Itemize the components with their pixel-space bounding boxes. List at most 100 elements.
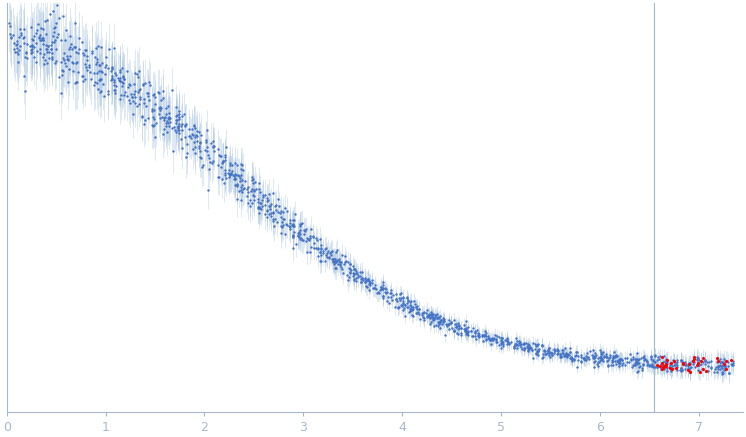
Point	[361, 277, 373, 284]
Point	[386, 296, 398, 303]
Point	[64, 52, 76, 59]
Point	[597, 348, 609, 355]
Point	[676, 366, 688, 373]
Point	[404, 298, 416, 305]
Point	[54, 37, 66, 44]
Point	[195, 155, 207, 162]
Point	[348, 265, 360, 272]
Point	[79, 46, 91, 53]
Point	[564, 354, 576, 361]
Point	[246, 200, 258, 207]
Point	[261, 213, 273, 220]
Point	[112, 75, 124, 82]
Point	[660, 360, 672, 367]
Point	[91, 55, 103, 62]
Point	[578, 355, 590, 362]
Point	[381, 289, 393, 296]
Point	[70, 49, 82, 56]
Point	[559, 345, 571, 352]
Point	[217, 158, 229, 165]
Point	[503, 341, 515, 348]
Point	[466, 325, 478, 332]
Point	[418, 317, 430, 324]
Point	[362, 275, 374, 282]
Point	[651, 362, 663, 369]
Point	[482, 334, 494, 341]
Point	[510, 340, 521, 347]
Point	[698, 358, 709, 365]
Point	[267, 189, 279, 196]
Point	[536, 353, 548, 360]
Point	[490, 337, 502, 344]
Point	[295, 234, 307, 241]
Point	[719, 361, 731, 368]
Point	[664, 361, 676, 368]
Point	[255, 206, 267, 213]
Point	[357, 277, 369, 284]
Point	[684, 365, 696, 372]
Point	[71, 79, 83, 86]
Point	[171, 112, 183, 119]
Point	[484, 336, 496, 343]
Point	[641, 358, 653, 365]
Point	[536, 341, 548, 348]
Point	[675, 357, 687, 364]
Point	[307, 244, 319, 251]
Point	[13, 47, 25, 54]
Point	[692, 361, 703, 368]
Point	[725, 361, 737, 368]
Point	[495, 340, 507, 347]
Point	[468, 329, 480, 336]
Point	[425, 318, 437, 325]
Point	[294, 222, 306, 229]
Point	[19, 87, 31, 94]
Point	[181, 141, 193, 148]
Point	[395, 302, 407, 309]
Point	[20, 49, 32, 56]
Point	[605, 361, 617, 368]
Point	[146, 107, 158, 114]
Point	[277, 222, 289, 229]
Point	[560, 350, 572, 357]
Point	[32, 21, 44, 28]
Point	[401, 300, 413, 307]
Point	[201, 148, 213, 155]
Point	[518, 346, 530, 353]
Point	[10, 41, 22, 48]
Point	[113, 74, 125, 81]
Point	[284, 219, 296, 226]
Point	[212, 161, 224, 168]
Point	[526, 346, 538, 353]
Point	[699, 361, 711, 368]
Point	[168, 124, 180, 131]
Point	[501, 341, 513, 348]
Point	[108, 76, 120, 83]
Point	[568, 356, 580, 363]
Point	[224, 161, 236, 168]
Point	[348, 276, 360, 283]
Point	[650, 364, 662, 371]
Point	[200, 137, 212, 144]
Point	[373, 289, 385, 296]
Point	[516, 346, 528, 353]
Point	[127, 97, 139, 104]
Point	[184, 126, 195, 133]
Point	[486, 335, 498, 342]
Point	[692, 356, 703, 363]
Point	[354, 269, 366, 276]
Point	[656, 366, 668, 373]
Point	[202, 187, 214, 194]
Point	[79, 60, 91, 67]
Point	[398, 305, 410, 312]
Point	[458, 326, 470, 333]
Point	[91, 80, 103, 87]
Point	[442, 321, 454, 328]
Point	[445, 319, 457, 326]
Point	[170, 129, 182, 136]
Point	[224, 159, 236, 166]
Point	[46, 55, 58, 62]
Point	[462, 329, 474, 336]
Point	[611, 357, 623, 364]
Point	[562, 350, 574, 357]
Point	[671, 358, 683, 365]
